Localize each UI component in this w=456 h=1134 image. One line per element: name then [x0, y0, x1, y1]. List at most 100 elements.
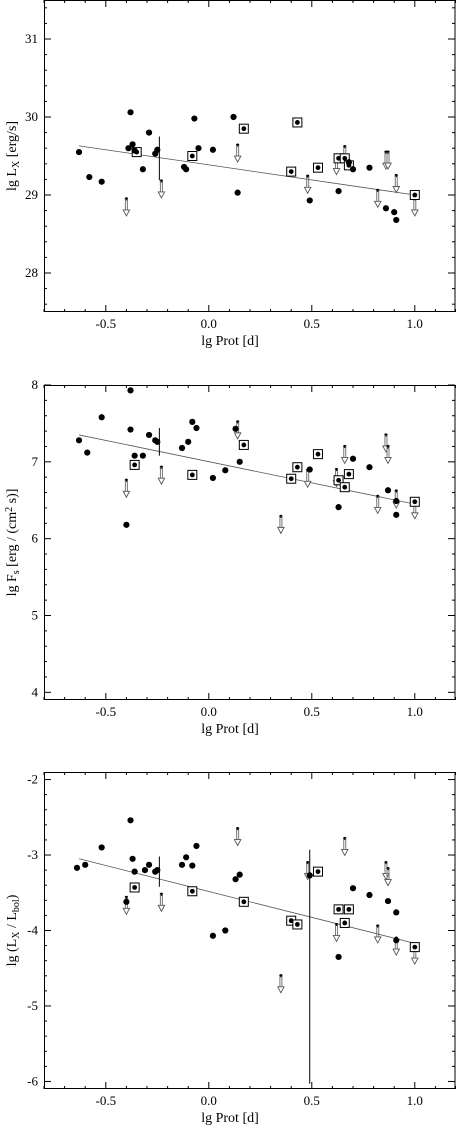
arrow-head — [157, 191, 166, 199]
arrow-head — [384, 879, 392, 887]
data-point — [393, 497, 400, 505]
boxed-point — [294, 464, 300, 470]
upper-limit-arrow — [233, 420, 242, 440]
y-axis-label-part: [erg/s] — [5, 121, 20, 161]
boxed-point — [132, 885, 138, 890]
upper-limit-arrow — [382, 433, 390, 453]
data-point — [306, 466, 313, 473]
boxed-point — [346, 471, 352, 477]
y-tick-label: 7 — [32, 454, 39, 469]
upper-limit-arrow — [373, 924, 382, 944]
data-point — [335, 188, 342, 195]
upper-limit-arrow — [157, 179, 166, 199]
upper-limit-arrow — [157, 465, 166, 486]
data-point — [209, 146, 217, 153]
y-axis-label-part: lg F — [5, 574, 20, 596]
y-axis-label-part: lg (L — [5, 939, 20, 967]
boxed-point — [189, 888, 195, 894]
data-point — [86, 173, 93, 181]
fit-line — [78, 145, 415, 196]
arrow-head — [233, 839, 242, 847]
x-axis-label: lg Prot [d] — [201, 334, 259, 349]
upper-limit-arrow — [157, 892, 166, 913]
chart-panel-1: -0.5 0.0 0.5 1.0 28 29 30 31 lg Prot [d] lg LX [e… — [5, 0, 456, 349]
upper-limit-arrow — [303, 174, 312, 195]
x-tick-label: 0.0 — [201, 316, 217, 331]
arrow-head — [157, 477, 166, 486]
arrow-head — [392, 186, 401, 194]
data-point — [335, 953, 342, 961]
x-axis-label: lg Prot [d] — [201, 1111, 259, 1126]
boxed-point — [189, 472, 195, 478]
upper-limit-arrow — [384, 150, 392, 171]
y-tick-label: 31 — [25, 31, 38, 46]
data-point — [236, 871, 243, 878]
upper-limit-arrow — [392, 173, 401, 194]
x-tick-label: 1.0 — [407, 704, 423, 719]
data-point — [391, 209, 398, 216]
data-point — [145, 431, 153, 439]
data-point — [139, 452, 146, 459]
boxed-point — [315, 451, 321, 457]
boxed-point — [336, 906, 341, 912]
arrow-head — [233, 432, 242, 440]
data-point — [131, 147, 138, 154]
data-point — [154, 867, 161, 874]
data-point — [232, 425, 239, 432]
arrow-head — [157, 904, 166, 913]
x-tick-label: 0.5 — [304, 704, 320, 719]
data-point — [191, 115, 198, 122]
data-point — [123, 521, 130, 528]
data-point — [335, 504, 342, 511]
y-tick-label: 29 — [25, 187, 38, 202]
data-point — [145, 861, 153, 868]
boxed-point — [241, 442, 247, 448]
y-axis-label-part: / L — [5, 912, 20, 931]
arrow-head — [233, 155, 242, 164]
upper-limit-arrow — [122, 895, 131, 916]
data-point — [236, 458, 243, 465]
data-point — [98, 844, 105, 851]
arrow-head — [303, 480, 312, 489]
data-point — [183, 854, 190, 861]
data-point — [154, 438, 161, 445]
x-tick-label: 1.0 — [407, 316, 423, 331]
data-point — [382, 205, 390, 212]
x-axis-label: lg Prot [d] — [201, 722, 259, 737]
data-point — [209, 474, 217, 482]
data-point — [189, 418, 196, 425]
y-tick-label: 8 — [32, 377, 39, 392]
data-point — [178, 444, 186, 452]
y-tick-label: 6 — [32, 531, 39, 546]
arrow-head — [382, 873, 390, 881]
y-axis-label-part: [erg / (cm — [5, 512, 20, 571]
y-tick-label: 28 — [25, 265, 38, 280]
boxed-point — [241, 126, 247, 132]
data-point — [384, 487, 392, 494]
arrow-head — [410, 209, 419, 217]
data-point — [129, 855, 136, 862]
data-point — [195, 145, 202, 152]
data-point — [232, 876, 239, 883]
data-point — [193, 842, 200, 850]
boxed-point — [294, 922, 300, 927]
y-axis-label: lg (LX / Lbol) — [5, 894, 22, 966]
plot-frame — [44, 385, 456, 700]
data-point — [185, 438, 192, 445]
upper-limit-arrow — [384, 867, 392, 887]
y-axis-label-part: X — [11, 160, 22, 168]
boxed-point — [315, 165, 321, 171]
arrow-head — [276, 526, 285, 535]
y-tick-label: -2 — [27, 772, 38, 787]
chart-panel-2: -0.5 0.0 0.5 1.0 4 5 6 7 8 lg Prot [d] lg Fs [erg … — [4, 377, 456, 737]
data-point — [366, 164, 373, 171]
y-axis-label-part: ) — [5, 894, 20, 899]
data-point — [131, 452, 138, 459]
arrow-head — [340, 848, 349, 857]
data-point — [127, 387, 134, 394]
arrow-head — [384, 162, 392, 171]
y-axis-label: lg Fs [erg / (cm2 s)] — [4, 489, 22, 597]
data-point — [349, 166, 357, 173]
x-tick-label: -0.5 — [96, 316, 117, 331]
plot-frame — [44, 0, 456, 312]
